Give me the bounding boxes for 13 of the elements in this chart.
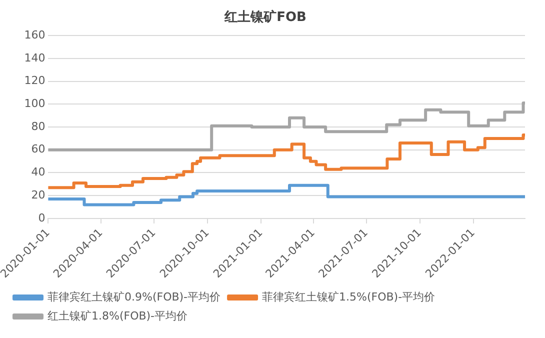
y-tick-label: 0	[38, 211, 46, 224]
y-tick-label: 140	[24, 51, 46, 64]
y-tick-label: 160	[24, 28, 46, 42]
y-tick-label: 20	[31, 188, 46, 202]
chart-title: 红土镍矿FOB	[224, 9, 306, 26]
y-tick-label: 120	[24, 74, 46, 88]
y-tick-label: 80	[31, 120, 46, 133]
legend-label: 菲律宾红土镍矿1.5%(FOB)-平均价	[262, 290, 436, 304]
legend-label: 红土镍矿1.8%(FOB)-平均价	[48, 309, 188, 322]
y-tick-label: 60	[31, 142, 46, 156]
y-tick-label: 100	[24, 97, 46, 110]
legend-label: 菲律宾红土镍矿0.9%(FOB)-平均价	[48, 290, 221, 304]
y-tick-label: 40	[31, 166, 46, 179]
